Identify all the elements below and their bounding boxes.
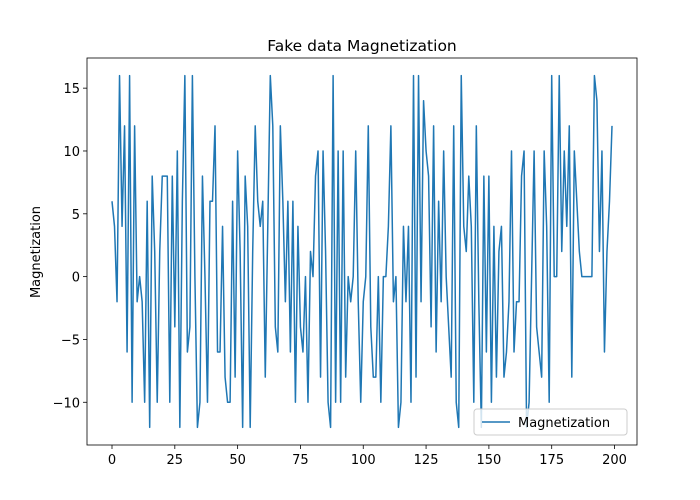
x-tick-label: 25 xyxy=(167,453,184,468)
x-tick-label: 50 xyxy=(229,453,246,468)
x-tick-label: 125 xyxy=(414,453,439,468)
data-line xyxy=(111,74,613,429)
x-tick-label: 150 xyxy=(476,453,501,468)
x-tick-label: 75 xyxy=(292,453,309,468)
x-tick-label: 100 xyxy=(351,453,376,468)
x-tick-label: 175 xyxy=(539,453,564,468)
y-tick-label: −10 xyxy=(53,396,80,411)
legend-box xyxy=(473,408,628,436)
y-tick-label: 10 xyxy=(63,145,80,160)
x-tick-label: 0 xyxy=(108,453,116,468)
x-tick-label: 200 xyxy=(602,453,627,468)
y-axis-label: Magnetization xyxy=(29,206,44,298)
legend-label: Magnetization xyxy=(518,416,610,431)
y-tick-label: 15 xyxy=(63,82,80,97)
chart-title: Fake data Magnetization xyxy=(267,37,457,55)
plot-frame xyxy=(86,57,638,446)
y-tick-label: −5 xyxy=(61,333,80,348)
y-tick-label: 0 xyxy=(72,271,80,286)
y-tick-label: 5 xyxy=(72,208,80,223)
